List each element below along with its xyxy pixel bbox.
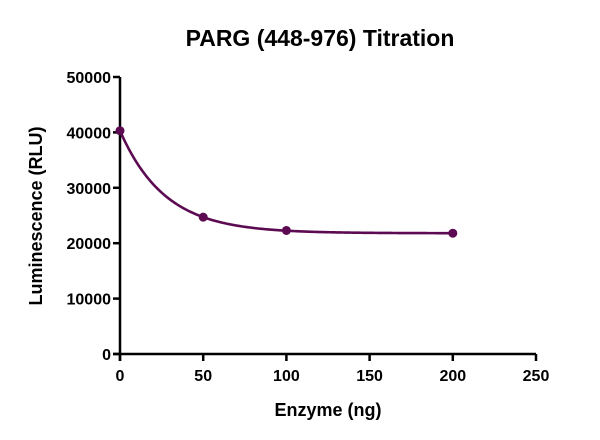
data-point <box>115 126 125 136</box>
y-tick-label: 20000 <box>67 236 112 253</box>
y-tick-label: 30000 <box>67 181 112 198</box>
x-axis-label: Enzyme (ng) <box>274 400 381 420</box>
y-tick-label: 0 <box>102 347 111 364</box>
x-tick-label: 250 <box>523 368 550 385</box>
x-axis: 0 50 100 150 200 250 <box>113 352 550 385</box>
data-point <box>198 212 208 222</box>
data-point <box>281 225 291 235</box>
chart-title: PARG (448-976) Titration <box>186 25 455 51</box>
y-tick-label: 10000 <box>67 292 112 309</box>
x-tick-label: 200 <box>439 368 466 385</box>
y-axis: 0 10000 20000 30000 40000 50000 <box>67 70 122 364</box>
y-tick-label: 50000 <box>67 70 112 87</box>
x-tick-label: 150 <box>356 368 383 385</box>
x-tick-label: 0 <box>116 368 125 385</box>
fit-curve <box>118 130 453 235</box>
x-tick-label: 100 <box>273 368 300 385</box>
data-point <box>448 228 458 238</box>
x-tick-label: 50 <box>194 368 212 385</box>
y-tick-label: 40000 <box>67 125 112 142</box>
data-points <box>115 126 458 238</box>
y-axis-label: Luminescence (RLU) <box>26 126 46 305</box>
